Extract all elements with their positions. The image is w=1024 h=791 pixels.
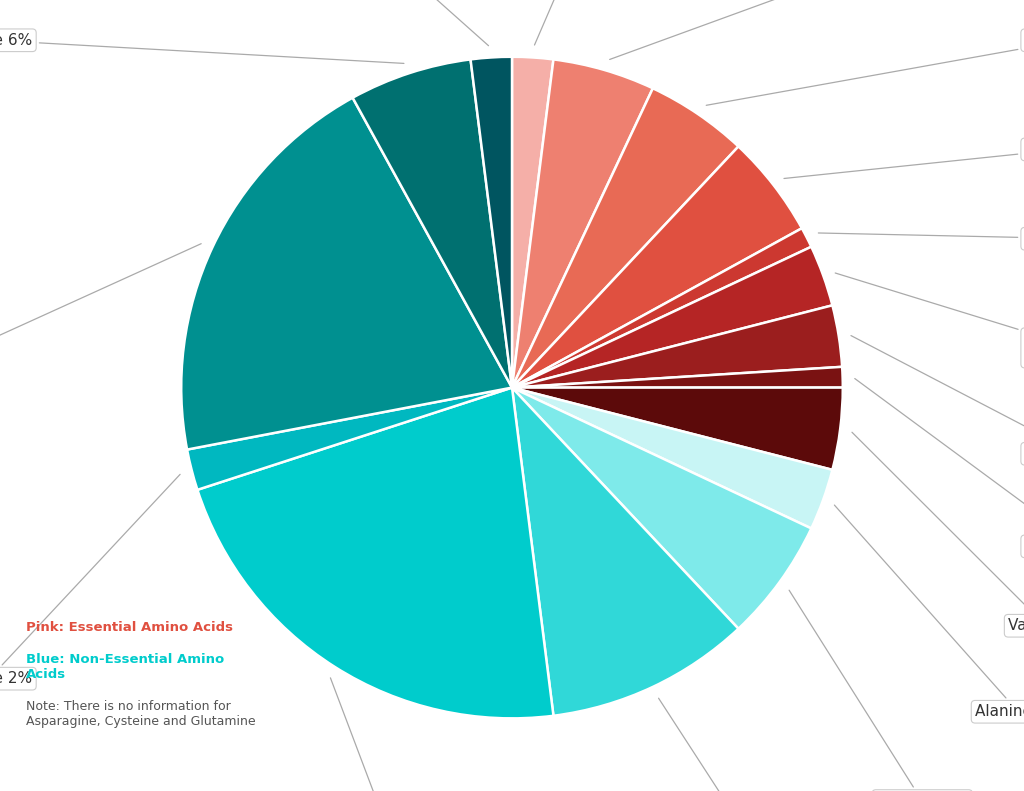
Text: Methionine 1%: Methionine 1% bbox=[818, 231, 1024, 246]
Wedge shape bbox=[512, 388, 843, 470]
Text: Aspartic Acid
10%: Aspartic Acid 10% bbox=[658, 698, 850, 791]
Text: Isoleucine 5%: Isoleucine 5% bbox=[609, 0, 1015, 59]
Text: Arginine 6%: Arginine 6% bbox=[790, 590, 969, 791]
Wedge shape bbox=[352, 59, 512, 388]
Wedge shape bbox=[512, 247, 833, 388]
Text: Phenylalanine
3%: Phenylalanine 3% bbox=[836, 273, 1024, 364]
Text: Alanine 3%: Alanine 3% bbox=[835, 505, 1024, 719]
Wedge shape bbox=[181, 98, 512, 449]
Wedge shape bbox=[187, 388, 512, 490]
Text: Serine 6%: Serine 6% bbox=[0, 32, 403, 63]
Wedge shape bbox=[512, 57, 553, 388]
Text: Valine 4%: Valine 4% bbox=[852, 432, 1024, 634]
Text: Histidine 2 %: Histidine 2 % bbox=[535, 0, 662, 45]
Text: Note: There is no information for
Asparagine, Cysteine and Glutamine: Note: There is no information for Aspara… bbox=[26, 700, 255, 728]
Text: Leucine 5%: Leucine 5% bbox=[707, 32, 1024, 105]
Wedge shape bbox=[512, 229, 811, 388]
Text: Proline 20%: Proline 20% bbox=[0, 244, 201, 379]
Wedge shape bbox=[471, 57, 512, 388]
Wedge shape bbox=[512, 388, 738, 716]
Text: Tryptophan 1%: Tryptophan 1% bbox=[855, 379, 1024, 554]
Wedge shape bbox=[512, 305, 842, 388]
Text: Pink: Essential Amino Acids: Pink: Essential Amino Acids bbox=[26, 621, 232, 634]
Wedge shape bbox=[512, 146, 802, 388]
Text: Glycine 2%: Glycine 2% bbox=[0, 475, 180, 686]
Text: Lysine 5%: Lysine 5% bbox=[784, 142, 1024, 179]
Wedge shape bbox=[512, 388, 833, 528]
Text: Threonine 3%: Threonine 3% bbox=[851, 335, 1024, 461]
Wedge shape bbox=[198, 388, 553, 718]
Wedge shape bbox=[512, 59, 653, 388]
Text: Blue: Non-Essential Amino
Acids: Blue: Non-Essential Amino Acids bbox=[26, 653, 224, 680]
Text: Tyrosine 2%: Tyrosine 2% bbox=[261, 0, 488, 46]
Wedge shape bbox=[512, 367, 843, 388]
Wedge shape bbox=[512, 89, 738, 388]
Wedge shape bbox=[512, 388, 811, 629]
Text: Glutamic Acid
22%: Glutamic Acid 22% bbox=[331, 678, 482, 791]
